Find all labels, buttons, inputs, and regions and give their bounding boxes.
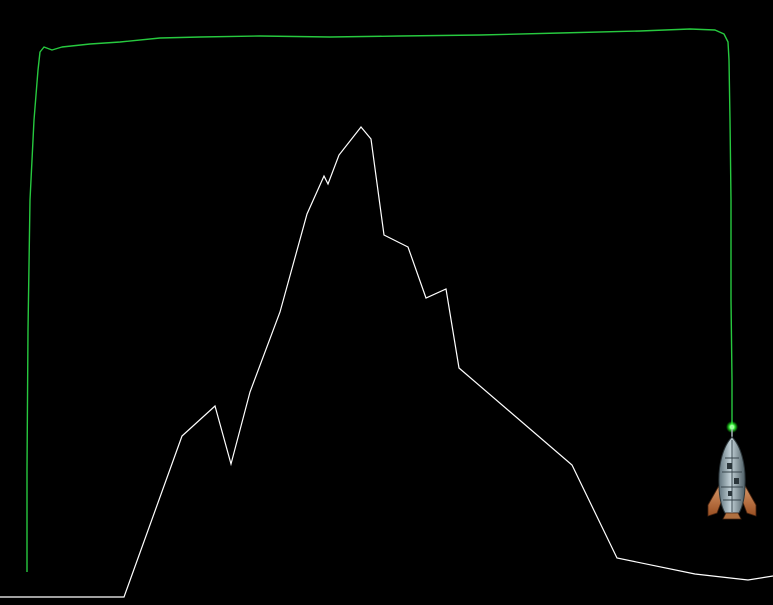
hull-hatch xyxy=(734,478,739,484)
terrain-outline xyxy=(0,126,773,598)
engine-nozzle xyxy=(722,512,742,520)
hull-window xyxy=(727,463,732,469)
hull-panel-lines xyxy=(721,440,743,512)
flight-trail xyxy=(26,28,733,572)
hull-vent xyxy=(728,491,732,496)
beacon-light-icon xyxy=(729,424,735,430)
player-rocket[interactable] xyxy=(707,421,757,520)
